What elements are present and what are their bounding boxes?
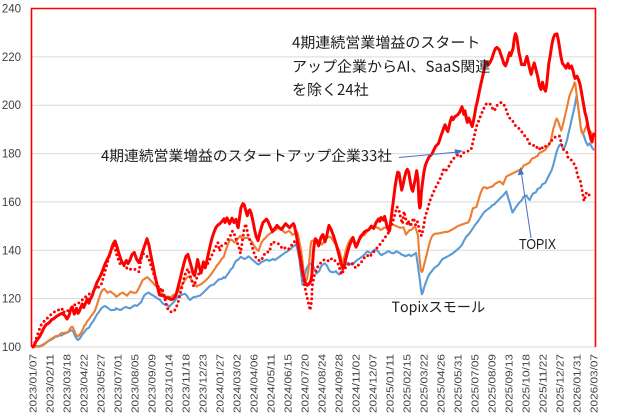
svg-text:2025/05/31: 2025/05/31: [454, 353, 465, 413]
svg-text:2026/01/31: 2026/01/31: [573, 353, 584, 413]
svg-text:2023/02/11: 2023/02/11: [46, 353, 57, 413]
svg-text:2024/06/15: 2024/06/15: [284, 353, 295, 413]
svg-text:100: 100: [2, 342, 21, 354]
svg-text:2024/04/06: 2024/04/06: [250, 353, 261, 413]
svg-text:2024/01/27: 2024/01/27: [216, 353, 227, 413]
svg-text:2025/01/11: 2025/01/11: [386, 353, 397, 413]
svg-text:2025/07/05: 2025/07/05: [471, 353, 482, 413]
svg-text:2025/04/26: 2025/04/26: [437, 353, 448, 413]
svg-text:2024/07/20: 2024/07/20: [301, 353, 312, 413]
svg-text:2023/05/27: 2023/05/27: [97, 353, 108, 413]
svg-text:2025/11/22: 2025/11/22: [539, 353, 550, 413]
svg-text:2025/02/15: 2025/02/15: [403, 353, 414, 413]
svg-text:2024/11/02: 2024/11/02: [352, 353, 363, 413]
svg-text:220: 220: [2, 52, 21, 64]
svg-text:2024/12/07: 2024/12/07: [369, 353, 380, 413]
svg-text:2026/03/07: 2026/03/07: [590, 353, 601, 413]
svg-text:2023/12/23: 2023/12/23: [199, 353, 210, 413]
svg-text:2025/10/18: 2025/10/18: [522, 353, 533, 413]
svg-text:2023/01/07: 2023/01/07: [29, 353, 40, 413]
svg-text:2023/04/22: 2023/04/22: [80, 353, 91, 413]
svg-text:2024/03/02: 2024/03/02: [233, 353, 244, 413]
svg-text:200: 200: [2, 100, 21, 112]
svg-text:160: 160: [2, 197, 21, 209]
svg-text:2023/10/14: 2023/10/14: [165, 353, 176, 413]
svg-text:TOPIX: TOPIX: [519, 237, 556, 253]
svg-text:2024/05/11: 2024/05/11: [267, 353, 278, 413]
svg-text:2023/08/05: 2023/08/05: [131, 353, 142, 413]
svg-text:2023/11/18: 2023/11/18: [182, 353, 193, 413]
svg-text:2025/08/09: 2025/08/09: [488, 353, 499, 413]
svg-text:2023/09/09: 2023/09/09: [148, 353, 159, 413]
svg-text:120: 120: [2, 294, 21, 306]
svg-text:140: 140: [2, 245, 21, 257]
svg-text:2024/09/28: 2024/09/28: [335, 353, 346, 413]
svg-text:2024/08/24: 2024/08/24: [318, 353, 329, 413]
svg-text:2023/03/18: 2023/03/18: [63, 353, 74, 413]
svg-text:2025/12/27: 2025/12/27: [556, 353, 567, 413]
svg-text:2025/03/22: 2025/03/22: [420, 353, 431, 413]
svg-text:2023/07/01: 2023/07/01: [114, 353, 125, 413]
svg-text:240: 240: [2, 4, 21, 16]
svg-text:2025/09/13: 2025/09/13: [505, 353, 516, 413]
svg-text:180: 180: [2, 149, 21, 161]
